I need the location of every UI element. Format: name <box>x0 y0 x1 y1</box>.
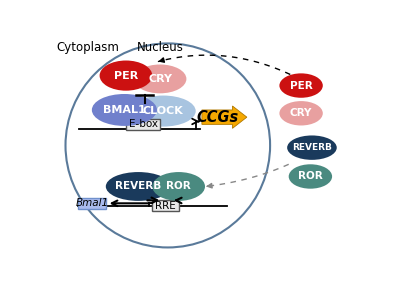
FancyBboxPatch shape <box>152 200 179 211</box>
Ellipse shape <box>280 73 323 98</box>
Text: PER: PER <box>290 81 312 90</box>
FancyArrow shape <box>202 106 247 128</box>
Text: ROR: ROR <box>166 181 191 192</box>
Text: ROR: ROR <box>298 171 323 181</box>
Ellipse shape <box>100 60 152 91</box>
Ellipse shape <box>287 135 337 160</box>
Text: Cytoplasm: Cytoplasm <box>56 41 119 54</box>
Ellipse shape <box>134 65 186 93</box>
Ellipse shape <box>130 96 196 127</box>
Ellipse shape <box>289 164 332 189</box>
Text: E-box: E-box <box>128 119 158 129</box>
Text: CRY: CRY <box>148 74 172 84</box>
Text: CRY: CRY <box>290 108 312 118</box>
Text: REVERB: REVERB <box>115 181 162 192</box>
Text: Nucleus: Nucleus <box>137 41 184 54</box>
FancyBboxPatch shape <box>126 119 160 130</box>
Text: BMAL1: BMAL1 <box>103 105 146 115</box>
Text: CCGs: CCGs <box>197 110 239 125</box>
Text: RRE: RRE <box>155 200 176 211</box>
FancyBboxPatch shape <box>78 198 106 209</box>
Ellipse shape <box>92 94 157 126</box>
Text: PER: PER <box>114 71 138 81</box>
Text: CLOCK: CLOCK <box>143 106 184 116</box>
Ellipse shape <box>152 172 205 201</box>
Text: REVERB: REVERB <box>292 143 332 152</box>
Text: Bmal1: Bmal1 <box>75 198 108 208</box>
Ellipse shape <box>106 172 171 201</box>
Ellipse shape <box>280 101 323 126</box>
Ellipse shape <box>66 43 270 247</box>
